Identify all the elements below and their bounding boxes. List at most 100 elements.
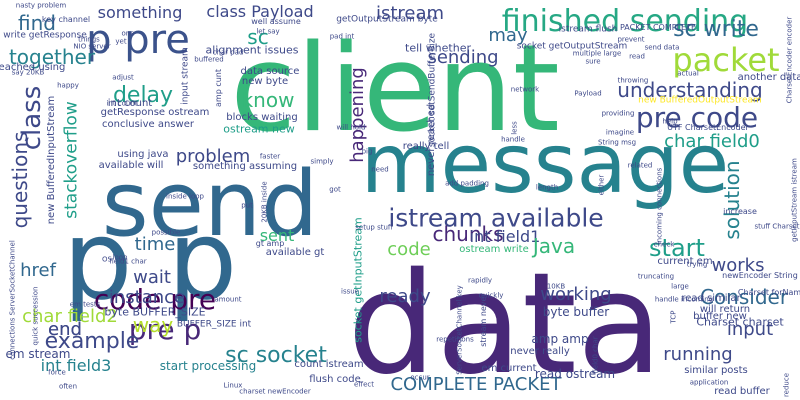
- cloud-word: sure: [585, 57, 601, 66]
- cloud-word: ostream new: [223, 122, 295, 136]
- cloud-word: data: [347, 243, 663, 400]
- cloud-word: class Payload: [206, 2, 314, 21]
- cloud-word: new BufferedInputStream: [46, 95, 57, 225]
- cloud-word: something assuming: [192, 161, 298, 172]
- cloud-word: possible: [151, 228, 181, 237]
- cloud-word: OS: [102, 255, 112, 264]
- cloud-word: sc socket: [225, 343, 327, 368]
- cloud-word: em stream: [5, 347, 71, 361]
- cloud-word: getResponse ostream: [100, 107, 210, 118]
- cloud-word: incoming connections: [655, 167, 664, 245]
- cloud-word: well assume: [251, 17, 301, 26]
- cloud-word: increase: [723, 207, 757, 216]
- cloud-word: imagine: [605, 128, 635, 137]
- cloud-word: force: [48, 368, 66, 377]
- cloud-word: buffered: [194, 55, 224, 64]
- cloud-word: handle: [501, 135, 525, 144]
- cloud-word: prevent: [617, 35, 645, 44]
- cloud-word: connections ServerSocketChannel: [8, 240, 17, 360]
- cloud-word: flush code: [309, 374, 361, 385]
- cloud-word: works: [711, 255, 765, 276]
- cloud-word: inside loop: [166, 192, 204, 201]
- cloud-word: sc: [247, 25, 269, 49]
- cloud-word: p p: [62, 196, 238, 324]
- cloud-word: will return: [699, 304, 751, 315]
- cloud-word: int count: [107, 98, 153, 109]
- cloud-word: amp cunt: [214, 69, 223, 107]
- cloud-word: things: [78, 35, 100, 44]
- cloud-word: read: [629, 52, 645, 61]
- cloud-word: start: [649, 234, 705, 262]
- cloud-word: say 20KB: [11, 68, 45, 77]
- cloud-word: socket getOutputStream: [516, 41, 628, 52]
- cloud-word: Consider: [699, 285, 789, 309]
- cloud-word: ready: [379, 286, 431, 307]
- cloud-word: instance: [108, 287, 186, 308]
- cloud-word: PACKET COMPLETE: [619, 23, 697, 32]
- cloud-word: yet: [115, 37, 127, 46]
- cloud-word: sending: [427, 47, 499, 68]
- cloud-word: Linux: [223, 381, 243, 390]
- cloud-word: ServerSocketChannel key: [455, 285, 464, 375]
- cloud-word: data source: [240, 66, 300, 77]
- cloud-word: amount: [214, 295, 242, 304]
- cloud-word: em tests: [69, 300, 101, 309]
- cloud-word: stream never: [479, 293, 488, 347]
- cloud-word: 20KB inside: [260, 181, 269, 223]
- cloud-word: buffer new: [693, 311, 747, 322]
- cloud-word: something: [97, 3, 183, 22]
- cloud-word: blocks waiting: [226, 112, 298, 123]
- cloud-word: char field0: [664, 131, 760, 152]
- cloud-word: quickly: [478, 291, 504, 300]
- cloud-word: running: [663, 344, 733, 365]
- cloud-word: one: [121, 29, 135, 38]
- cloud-word: stuff Charset: [754, 222, 800, 231]
- cloud-word: newEncoder String: [722, 271, 798, 280]
- cloud-word: loop: [112, 253, 128, 262]
- cloud-word: int field3: [40, 356, 112, 375]
- cloud-word: Payload: [574, 89, 602, 98]
- cloud-word: istream flush: [558, 24, 618, 35]
- cloud-word: field1 char: [109, 257, 147, 266]
- cloud-word: faster: [259, 152, 281, 161]
- cloud-word: setup stuff: [355, 223, 393, 232]
- cloud-word: simply: [310, 157, 334, 166]
- cloud-word: effect: [353, 380, 375, 389]
- cloud-word: really tell: [402, 141, 450, 152]
- cloud-word: questions: [8, 131, 32, 229]
- cloud-word: end: [48, 319, 82, 340]
- cloud-word: throwing: [617, 76, 649, 85]
- cloud-word: understanding: [617, 78, 763, 102]
- cloud-word: stackoverflow: [61, 101, 82, 219]
- cloud-word: less: [510, 121, 519, 135]
- cloud-word: getInputStream istream: [790, 158, 799, 242]
- cloud-word: int field1: [469, 227, 541, 246]
- cloud-word: length: [535, 183, 559, 192]
- cloud-word: example: [44, 329, 140, 354]
- cloud-word: trying: [686, 260, 708, 269]
- cloud-word: code pre: [93, 283, 217, 316]
- cloud-word: put: [241, 201, 253, 210]
- cloud-word: CharsetEncoder encoder: [785, 16, 794, 104]
- cloud-word: delay: [112, 83, 174, 108]
- cloud-word: input stream: [180, 47, 191, 105]
- cloud-word: adjust: [112, 73, 134, 82]
- cloud-word: add padding: [445, 179, 489, 188]
- cloud-word: problem: [175, 146, 251, 167]
- cloud-word: char pad: [212, 48, 244, 57]
- cloud-word: start processing: [159, 359, 257, 373]
- cloud-word: quick succession: [31, 286, 40, 346]
- cloud-word: String msg: [597, 138, 637, 147]
- cloud-word: write getResponse: [3, 30, 87, 41]
- cloud-word: UTF CharsetEncoder: [667, 123, 749, 132]
- cloud-word: href: [20, 260, 56, 281]
- cloud-word: another data: [737, 72, 800, 83]
- cloud-word: char field2: [22, 306, 118, 327]
- cloud-word: wait: [133, 267, 171, 288]
- cloud-word: need: [371, 165, 389, 174]
- cloud-word: input: [726, 319, 774, 340]
- cloud-word: pre p: [128, 313, 202, 346]
- cloud-word: will hold: [336, 123, 366, 132]
- cloud-word: socket getInputStream: [351, 217, 365, 343]
